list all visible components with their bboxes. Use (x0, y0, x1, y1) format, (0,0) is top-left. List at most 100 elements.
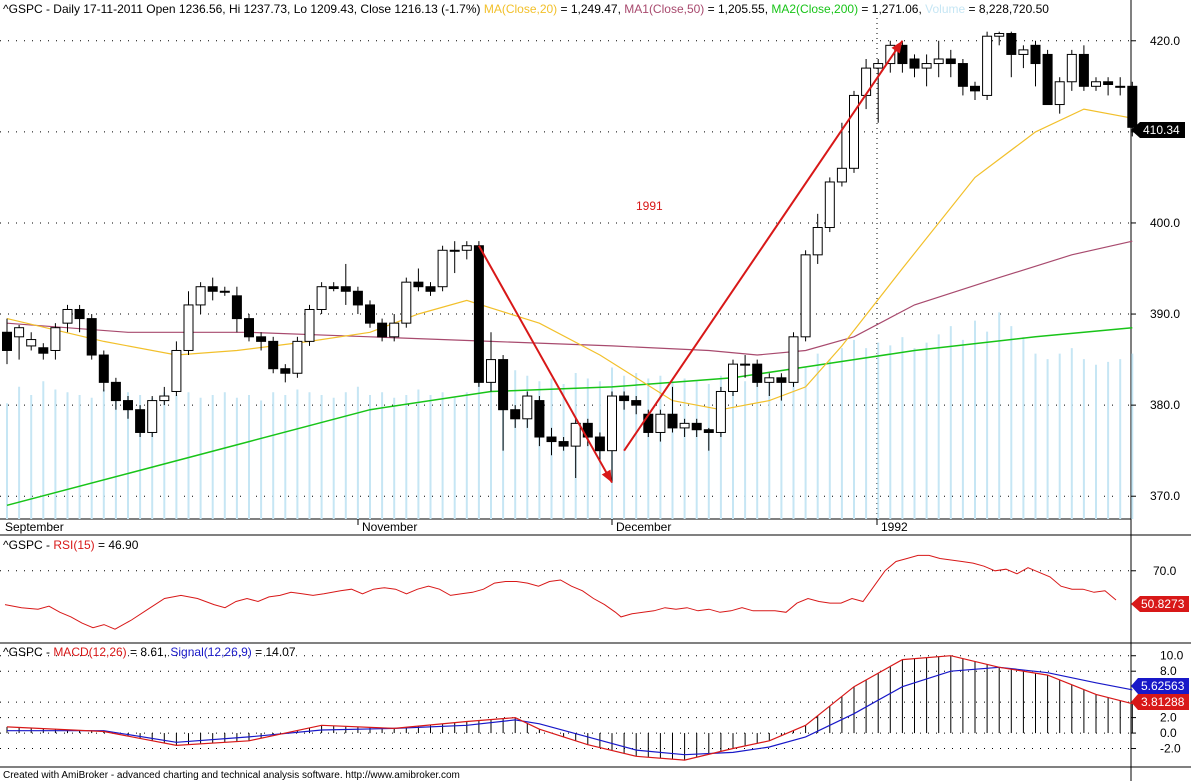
rsi-line (4, 554, 1117, 630)
candle-body (50, 327, 61, 351)
candle-body (1127, 85, 1138, 128)
candle-body (365, 304, 375, 324)
macd-line (6, 655, 1133, 761)
candle-body (836, 167, 847, 183)
candle-body (352, 290, 363, 306)
x-label-1992: 1992 (881, 520, 908, 534)
candle-body (377, 322, 388, 338)
x-label-september: September (5, 520, 64, 534)
candle-body (643, 413, 654, 433)
ma20-label: MA(Close,20) (484, 2, 557, 16)
candle-body (425, 286, 436, 292)
candle-body (558, 441, 569, 447)
candle-body (534, 400, 545, 438)
candle-body (171, 349, 182, 392)
macd-label: MACD(12,26) (53, 645, 126, 659)
footer-credit: Created with AmiBroker - advanced charti… (3, 770, 460, 781)
candle-body (328, 286, 339, 290)
trend-arrow-head (891, 40, 903, 54)
candle-body (885, 44, 896, 65)
candle-body (849, 94, 859, 169)
trend-arrow-line (623, 40, 904, 452)
last-price-label: 410.34 (1143, 123, 1180, 137)
candle-body (389, 322, 400, 338)
candle-body (195, 286, 206, 306)
candle-body (1018, 49, 1029, 55)
price-tick-label: 380.0 (1150, 398, 1180, 412)
candle-body (486, 359, 496, 383)
candle-body (679, 422, 690, 429)
candle-body (135, 409, 146, 433)
candle-body (752, 363, 763, 383)
candlesticks (2, 31, 1138, 483)
candle-body (147, 400, 158, 433)
candle-body (207, 286, 218, 292)
candle-body (1103, 81, 1114, 85)
candle-body (1078, 53, 1089, 87)
candle-body (909, 58, 920, 69)
signal-last-label: 5.62563 (1141, 679, 1185, 693)
candle-body (231, 295, 242, 320)
candle-body (570, 422, 581, 447)
candle-body (2, 331, 12, 351)
candle-body (897, 44, 908, 65)
candle-body (607, 395, 617, 452)
ma20-line (6, 108, 1133, 411)
candle-body (62, 308, 73, 324)
candle-body (740, 363, 751, 366)
price-tick-label: 420.0 (1150, 34, 1180, 48)
candle-body (316, 286, 327, 310)
volume-value: = 8,228,720.50 (969, 2, 1050, 16)
candle-body (256, 336, 267, 342)
candle-body (824, 181, 835, 229)
candle-body (26, 339, 37, 347)
price-tick-label: 370.0 (1150, 489, 1180, 503)
candle-body (437, 249, 448, 288)
candle-body (933, 58, 944, 65)
x-axis-labels: September November December 1992 (5, 519, 908, 534)
candle-body (510, 409, 521, 420)
candle-body (413, 281, 424, 288)
candle-body (703, 429, 714, 433)
candle-body (655, 413, 666, 433)
ma200-label: MA2(Close,200) (771, 2, 858, 16)
rsi-header: ^GSPC - RSI(15) = 46.90 (3, 538, 139, 552)
candle-body (183, 304, 194, 351)
candle-body (123, 400, 133, 411)
candle-body (812, 227, 823, 256)
candle-body (957, 63, 968, 87)
macd-tick-label: 0.0 (1160, 726, 1177, 740)
signal-value: = 14.07 (255, 645, 296, 659)
price-tick-label: 400.0 (1150, 216, 1180, 230)
macd-tick-label: -2.0 (1160, 742, 1181, 756)
candle-body (1006, 32, 1017, 55)
candle-body (473, 245, 484, 383)
candle-body (982, 35, 993, 96)
x-label-november: November (362, 520, 417, 534)
candle-body (1042, 53, 1053, 106)
candle-body (98, 354, 109, 383)
signal-label: Signal(12,26,9) (170, 645, 251, 659)
rsi-prefix: ^GSPC - (3, 538, 53, 552)
rsi-panel: 70.0 (0, 554, 1177, 630)
rsi-tick-label: 70.0 (1153, 564, 1177, 578)
candle-body (667, 413, 678, 429)
price-header: ^GSPC - Daily 17-11-2011 Open 1236.56, H… (3, 2, 1049, 16)
trend-arrow-line (478, 245, 613, 484)
candle-body (292, 340, 303, 374)
candle-body (1091, 81, 1101, 87)
candle-body (110, 381, 121, 402)
candle-body (86, 318, 97, 356)
candle-body (994, 32, 1005, 37)
macd-value: = 8.61, (130, 645, 167, 659)
candle-body (1054, 81, 1065, 106)
candle-body (800, 254, 811, 338)
x-label-december: December (616, 520, 671, 534)
macd-last-marker (1131, 694, 1189, 710)
candle-body (159, 395, 170, 402)
macd-last-label: 3.81288 (1141, 695, 1185, 709)
rsi-last-label: 50.8273 (1141, 597, 1185, 611)
rsi-label: RSI(15) (53, 538, 94, 552)
